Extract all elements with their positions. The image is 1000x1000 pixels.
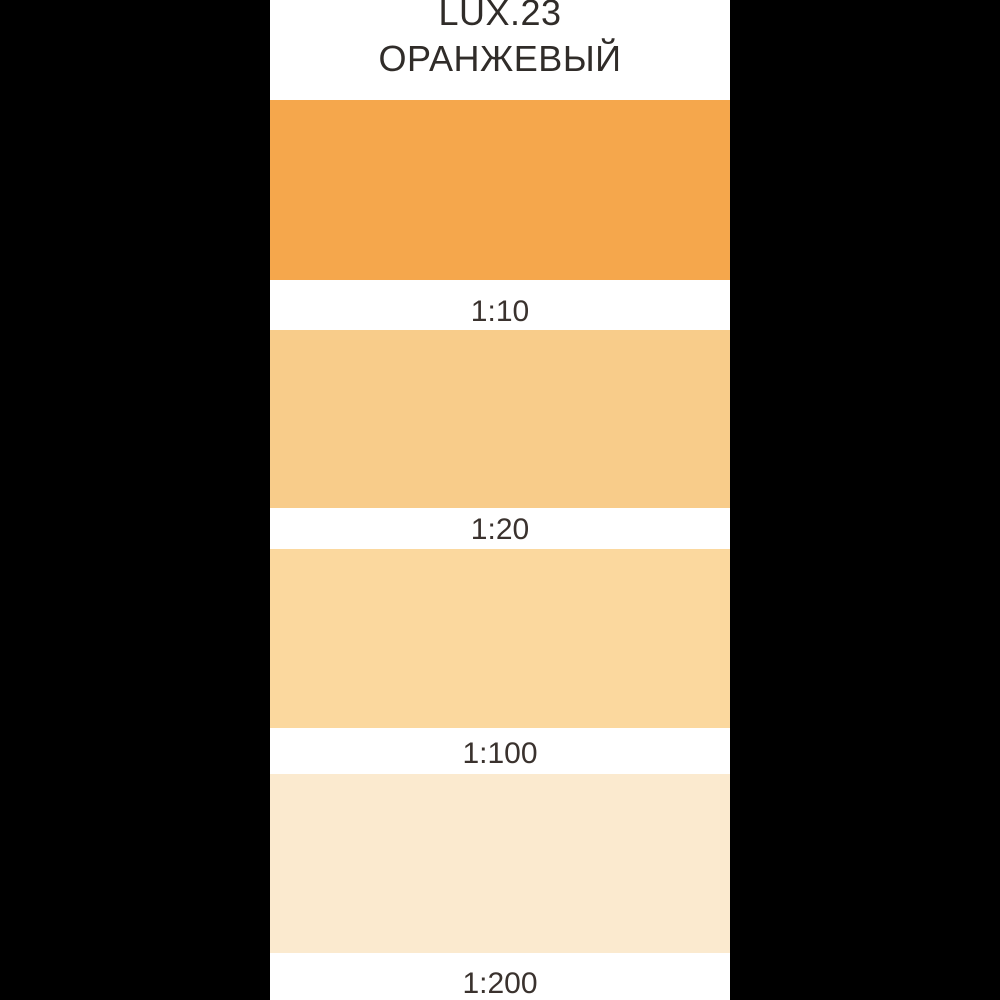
color-name: ОРАНЖЕВЫЙ [378, 38, 622, 79]
swatch-1-20 [270, 330, 730, 508]
ratio-label-1-100: 1:100 [462, 737, 538, 770]
swatch-1-200 [270, 774, 730, 953]
card-title: LUX.23 ОРАНЖЕВЫЙ [270, 0, 730, 82]
product-code: LUX.23 [438, 0, 562, 33]
ratio-label-1-200: 1:200 [462, 967, 538, 1000]
color-card: LUX.23 ОРАНЖЕВЫЙ 1:10 1:20 1:100 1:200 [270, 0, 730, 1000]
ratio-label-1-10: 1:10 [470, 295, 530, 328]
swatch-1-100 [270, 549, 730, 728]
swatch-1-10 [270, 100, 730, 280]
ratio-label-1-20: 1:20 [470, 513, 530, 546]
